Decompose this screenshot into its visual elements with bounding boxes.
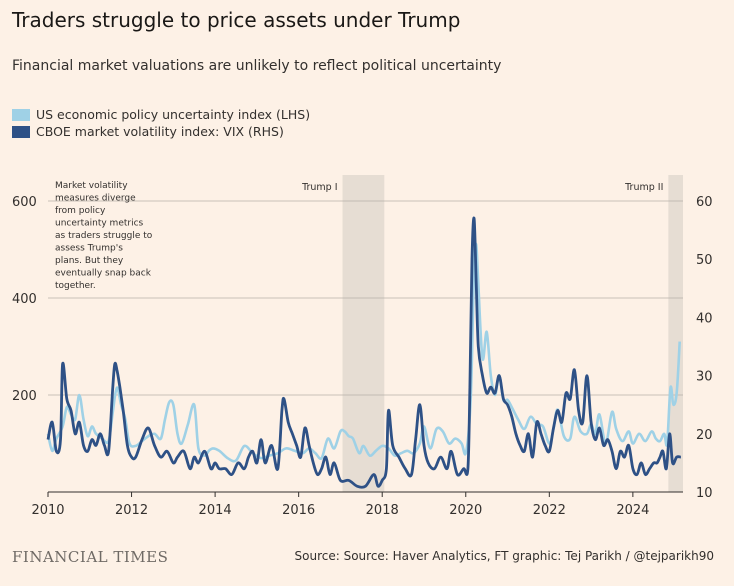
left-tick-label-200: 200 <box>12 389 37 404</box>
x-tick-label-2014: 2014 <box>199 503 232 518</box>
right-tick-label-60: 60 <box>696 195 713 210</box>
legend-swatch-epu <box>12 108 30 121</box>
annotation-text: Market volatility measures diverge from po… <box>55 181 153 291</box>
series-line-vix <box>46 216 682 489</box>
right-tick-label-50: 50 <box>696 253 713 268</box>
right-tick-label-40: 40 <box>696 311 713 326</box>
x-tick-label-2016: 2016 <box>282 503 315 518</box>
x-tick-label-2022: 2022 <box>533 503 566 518</box>
shaded-period-2 <box>668 175 683 492</box>
shaded-period-label-2: Trump II <box>624 182 663 193</box>
legend-label-epu: US economic policy uncertainty index (LH… <box>36 107 311 122</box>
right-tick-label-20: 20 <box>696 428 713 443</box>
shaded-period-label-1: Trump I <box>301 182 337 193</box>
legend: US economic policy uncertainty index (LH… <box>12 106 310 140</box>
legend-label-vix: CBOE market volatility index: VIX (RHS) <box>36 124 284 139</box>
source-note: Source: Source: Haver Analytics, FT grap… <box>294 549 714 563</box>
legend-swatch-vix <box>12 125 30 138</box>
ft-logo: FINANCIAL TIMES <box>12 548 169 566</box>
right-tick-label-30: 30 <box>696 370 713 385</box>
left-tick-label-600: 600 <box>12 195 37 210</box>
legend-item-vix: CBOE market volatility index: VIX (RHS) <box>12 123 310 140</box>
legend-item-epu: US economic policy uncertainty index (LH… <box>12 106 310 123</box>
x-tick-label-2024: 2024 <box>616 503 649 518</box>
shaded-period-1 <box>342 175 385 492</box>
chart-title: Traders struggle to price assets under T… <box>12 8 461 32</box>
x-tick-label-2020: 2020 <box>449 503 482 518</box>
x-tick-label-2012: 2012 <box>115 503 148 518</box>
chart-subtitle: Financial market valuations are unlikely… <box>12 58 502 74</box>
left-tick-label-400: 400 <box>12 292 37 307</box>
right-tick-label-10: 10 <box>696 486 713 501</box>
x-tick-label-2010: 2010 <box>31 503 64 518</box>
x-tick-label-2018: 2018 <box>366 503 399 518</box>
